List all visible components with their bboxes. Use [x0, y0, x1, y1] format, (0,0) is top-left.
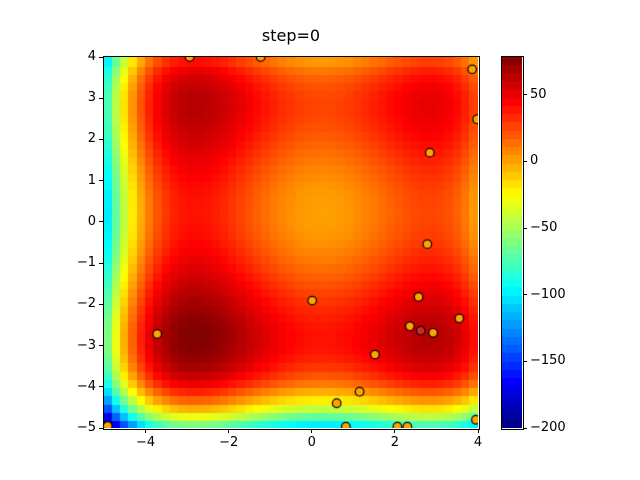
y-tick-mark — [99, 303, 103, 305]
colorbar-tick-label: 0 — [530, 153, 539, 169]
colorbar-tick-label: 50 — [530, 86, 547, 102]
colorbar-tick-label: −150 — [530, 353, 566, 369]
colorbar-tick-mark — [523, 227, 527, 229]
plot-area — [103, 56, 480, 430]
x-tick-mark — [228, 429, 230, 433]
y-tick-label: −5 — [76, 420, 96, 435]
x-tick-label: −4 — [135, 435, 156, 450]
colorbar-tick-label: −200 — [530, 420, 566, 435]
x-tick-mark — [394, 429, 396, 433]
colorbar-tick-mark — [523, 160, 527, 162]
y-tick-label: −3 — [76, 337, 96, 353]
y-tick-mark — [99, 262, 103, 264]
y-tick-mark — [99, 180, 103, 182]
colorbar — [501, 56, 524, 430]
x-tick-label: 0 — [307, 435, 316, 450]
colorbar-tick-mark — [523, 360, 527, 362]
colorbar-tick-label: −50 — [530, 220, 558, 236]
y-tick-label: 0 — [87, 213, 96, 229]
y-tick-label: 4 — [87, 49, 96, 64]
y-tick-mark — [99, 138, 103, 140]
y-tick-label: −4 — [76, 378, 96, 394]
y-tick-label: −2 — [76, 296, 96, 312]
colorbar-tick-mark — [523, 427, 527, 429]
y-tick-mark — [99, 427, 103, 429]
x-tick-mark — [477, 429, 479, 433]
colorbar-tick-label: −100 — [530, 286, 566, 302]
colorbar-tick-mark — [523, 294, 527, 296]
y-tick-mark — [99, 221, 103, 223]
x-tick-label: −2 — [219, 435, 239, 450]
y-tick-mark — [99, 56, 103, 58]
y-tick-mark — [99, 345, 103, 347]
y-tick-label: 3 — [87, 90, 96, 106]
x-tick-mark — [311, 429, 313, 433]
heatmap-canvas — [104, 57, 478, 428]
x-tick-label: 4 — [473, 435, 483, 450]
y-tick-mark — [99, 386, 103, 388]
plot-title: step=0 — [261, 26, 321, 45]
y-tick-label: 2 — [87, 131, 96, 147]
y-tick-mark — [99, 97, 103, 99]
x-tick-label: 2 — [390, 435, 400, 450]
y-tick-label: 1 — [87, 172, 96, 188]
y-tick-label: −1 — [76, 255, 96, 271]
colorbar-canvas — [502, 57, 522, 428]
x-tick-mark — [145, 429, 147, 433]
colorbar-tick-mark — [523, 94, 527, 96]
